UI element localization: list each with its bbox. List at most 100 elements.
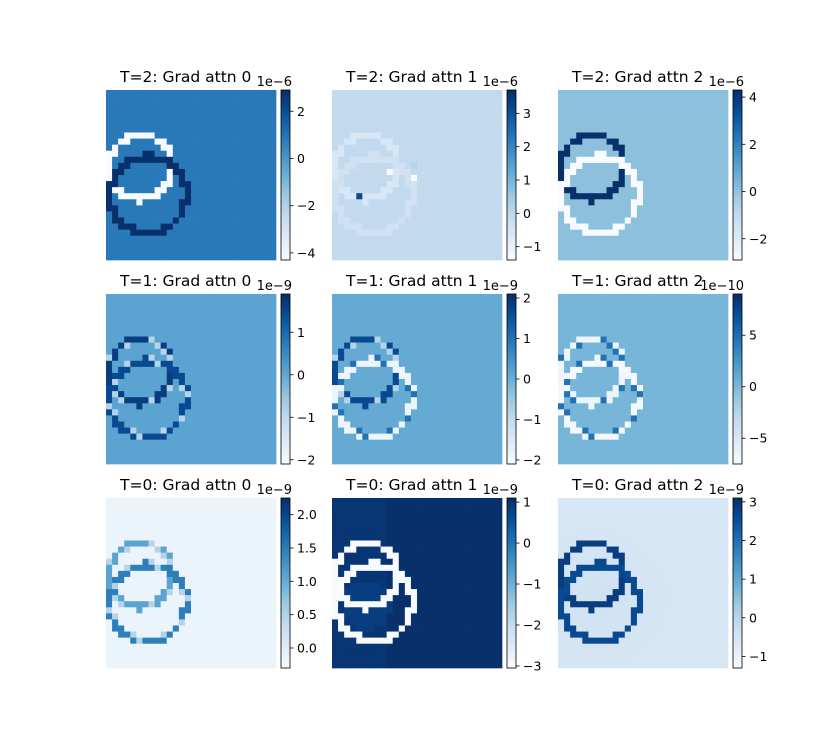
- heatmap-cell: [594, 108, 601, 115]
- heatmap-cell: [495, 318, 503, 325]
- heatmap-cell: [447, 108, 454, 115]
- heatmap-cell: [453, 187, 460, 194]
- heatmap-cell: [332, 150, 339, 158]
- heatmap-cell: [606, 330, 613, 337]
- heatmap-cell: [435, 318, 442, 325]
- heatmap-cell: [576, 330, 583, 337]
- heatmap-cell: [392, 342, 400, 349]
- heatmap-cell: [221, 336, 228, 343]
- heatmap-cell: [576, 162, 583, 170]
- heatmap-cell: [386, 336, 394, 343]
- heatmap-cell: [417, 235, 424, 243]
- heatmap-cell: [673, 336, 680, 343]
- heatmap-cell: [483, 312, 491, 319]
- heatmap-cell: [417, 247, 424, 255]
- heatmap-cell: [471, 108, 479, 115]
- heatmap-cell: [703, 300, 711, 307]
- heatmap-cell: [643, 354, 650, 362]
- heatmap-cell: [130, 445, 137, 453]
- heatmap-cell: [130, 253, 137, 261]
- heatmap-cell: [703, 156, 711, 164]
- heatmap-cell: [600, 108, 607, 115]
- heatmap-cell: [154, 397, 161, 404]
- heatmap-cell: [721, 199, 729, 206]
- heatmap-cell: [423, 324, 430, 331]
- heatmap-cell: [679, 241, 686, 249]
- heatmap-cell: [410, 372, 418, 380]
- heatmap-cell: [697, 156, 705, 164]
- heatmap-cell: [453, 193, 460, 200]
- heatmap-cell: [368, 211, 375, 218]
- heatmap-cell: [124, 439, 131, 447]
- heatmap-cell: [221, 306, 228, 313]
- heatmap-cell: [429, 138, 436, 145]
- heatmap-cell: [618, 205, 626, 212]
- heatmap-cell: [489, 354, 497, 362]
- heatmap-cell: [576, 241, 583, 249]
- heatmap-cell: [184, 415, 192, 422]
- heatmap-cell: [429, 457, 436, 465]
- heatmap-cell: [178, 445, 186, 453]
- heatmap-cell: [362, 156, 369, 164]
- heatmap-cell: [233, 385, 240, 392]
- heatmap-cell: [655, 181, 662, 188]
- heatmap-cell: [483, 409, 491, 416]
- heatmap-cell: [655, 403, 662, 410]
- heatmap-cell: [630, 138, 638, 145]
- heatmap-cell: [380, 162, 387, 170]
- heatmap-cell: [630, 421, 638, 428]
- heatmap-cell: [691, 120, 698, 127]
- heatmap-cell: [679, 348, 686, 356]
- heatmap-cell: [166, 427, 174, 434]
- heatmap-cell: [618, 156, 626, 164]
- heatmap-cell: [263, 223, 271, 230]
- heatmap-cell: [368, 162, 375, 170]
- heatmap-cell: [332, 294, 339, 301]
- heatmap-cell: [435, 175, 442, 182]
- heatmap-cell: [564, 108, 571, 115]
- heatmap-cell: [215, 175, 222, 182]
- heatmap-cell: [154, 181, 161, 188]
- heatmap-cell: [269, 253, 277, 261]
- heatmap-cell: [661, 187, 668, 194]
- colorbar-segment: [281, 350, 290, 354]
- heatmap-cell: [558, 120, 565, 127]
- heatmap-cell: [667, 433, 674, 441]
- heatmap-cell: [374, 187, 381, 194]
- colorbar-segment: [507, 126, 516, 131]
- heatmap-cell: [257, 217, 265, 224]
- heatmap-cell: [495, 138, 503, 145]
- heatmap-cell: [233, 193, 240, 200]
- heatmap-cell: [630, 427, 638, 434]
- heatmap-cell: [685, 241, 692, 249]
- heatmap-cell: [643, 193, 650, 200]
- heatmap-cell: [703, 379, 711, 386]
- heatmap-cell: [453, 372, 460, 380]
- colorbar-segment: [507, 200, 516, 204]
- heatmap-cell: [344, 102, 351, 109]
- heatmap-cell: [558, 330, 565, 337]
- heatmap-cell: [203, 379, 210, 386]
- heatmap-cell: [112, 199, 119, 206]
- heatmap-cell: [679, 102, 686, 109]
- heatmap-cell: [709, 427, 717, 434]
- heatmap-cell: [191, 199, 198, 206]
- colorbar-segment: [281, 104, 290, 108]
- heatmap-cell: [618, 102, 626, 109]
- heatmap-cell: [245, 114, 253, 121]
- colorbar-tick-label: −2: [297, 452, 315, 467]
- heatmap-cell: [392, 199, 400, 206]
- heatmap-cell: [417, 223, 424, 230]
- heatmap-cell: [130, 360, 137, 368]
- heatmap-cell: [471, 175, 479, 182]
- heatmap-cell: [564, 120, 571, 127]
- heatmap-cell: [350, 247, 357, 255]
- heatmap-cell: [594, 120, 601, 127]
- colorbar-segment: [733, 115, 742, 119]
- heatmap-cell: [429, 223, 436, 230]
- heatmap-cell: [410, 187, 418, 194]
- heatmap-cell: [368, 433, 375, 441]
- heatmap-cell: [483, 324, 491, 331]
- colorbar-segment: [507, 197, 516, 201]
- heatmap-cell: [667, 217, 674, 224]
